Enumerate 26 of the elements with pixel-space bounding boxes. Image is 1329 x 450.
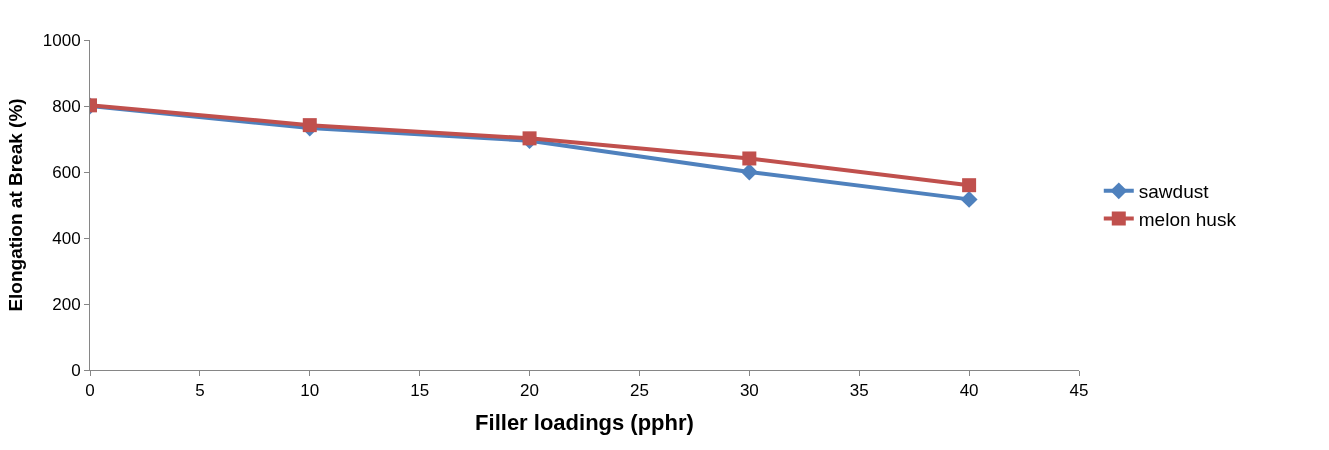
legend-label: melon husk	[1138, 208, 1237, 230]
y-axis-title: Elongation at Break (%)	[4, 98, 26, 312]
y-tick-label: 800	[52, 96, 81, 116]
y-tick-label: 400	[52, 228, 81, 248]
x-tick-label: 45	[1069, 381, 1089, 401]
y-tick-label: 600	[52, 162, 81, 182]
point	[962, 178, 977, 193]
point	[302, 118, 317, 133]
x-tick-label: 15	[410, 381, 430, 401]
x-tick-label: 35	[849, 381, 869, 401]
y-tick-label: 200	[52, 294, 81, 314]
x-tick-label: 0	[85, 381, 95, 401]
point	[740, 163, 758, 181]
point	[742, 151, 757, 166]
x-tick-label: 30	[739, 381, 759, 401]
x-tick-label: 25	[629, 381, 649, 401]
legend-label: sawdust	[1138, 181, 1210, 203]
x-axis-title: Filler loadings (pphr)	[475, 410, 694, 436]
x-tick-label: 40	[959, 381, 979, 401]
x-tick-label: 10	[300, 381, 320, 401]
y-tick-label: 0	[71, 360, 81, 380]
y-tick-label: 1000	[42, 30, 81, 50]
point	[522, 131, 537, 146]
x-tick-label: 5	[195, 381, 205, 401]
point	[960, 190, 978, 208]
x-tick-label: 20	[520, 381, 540, 401]
